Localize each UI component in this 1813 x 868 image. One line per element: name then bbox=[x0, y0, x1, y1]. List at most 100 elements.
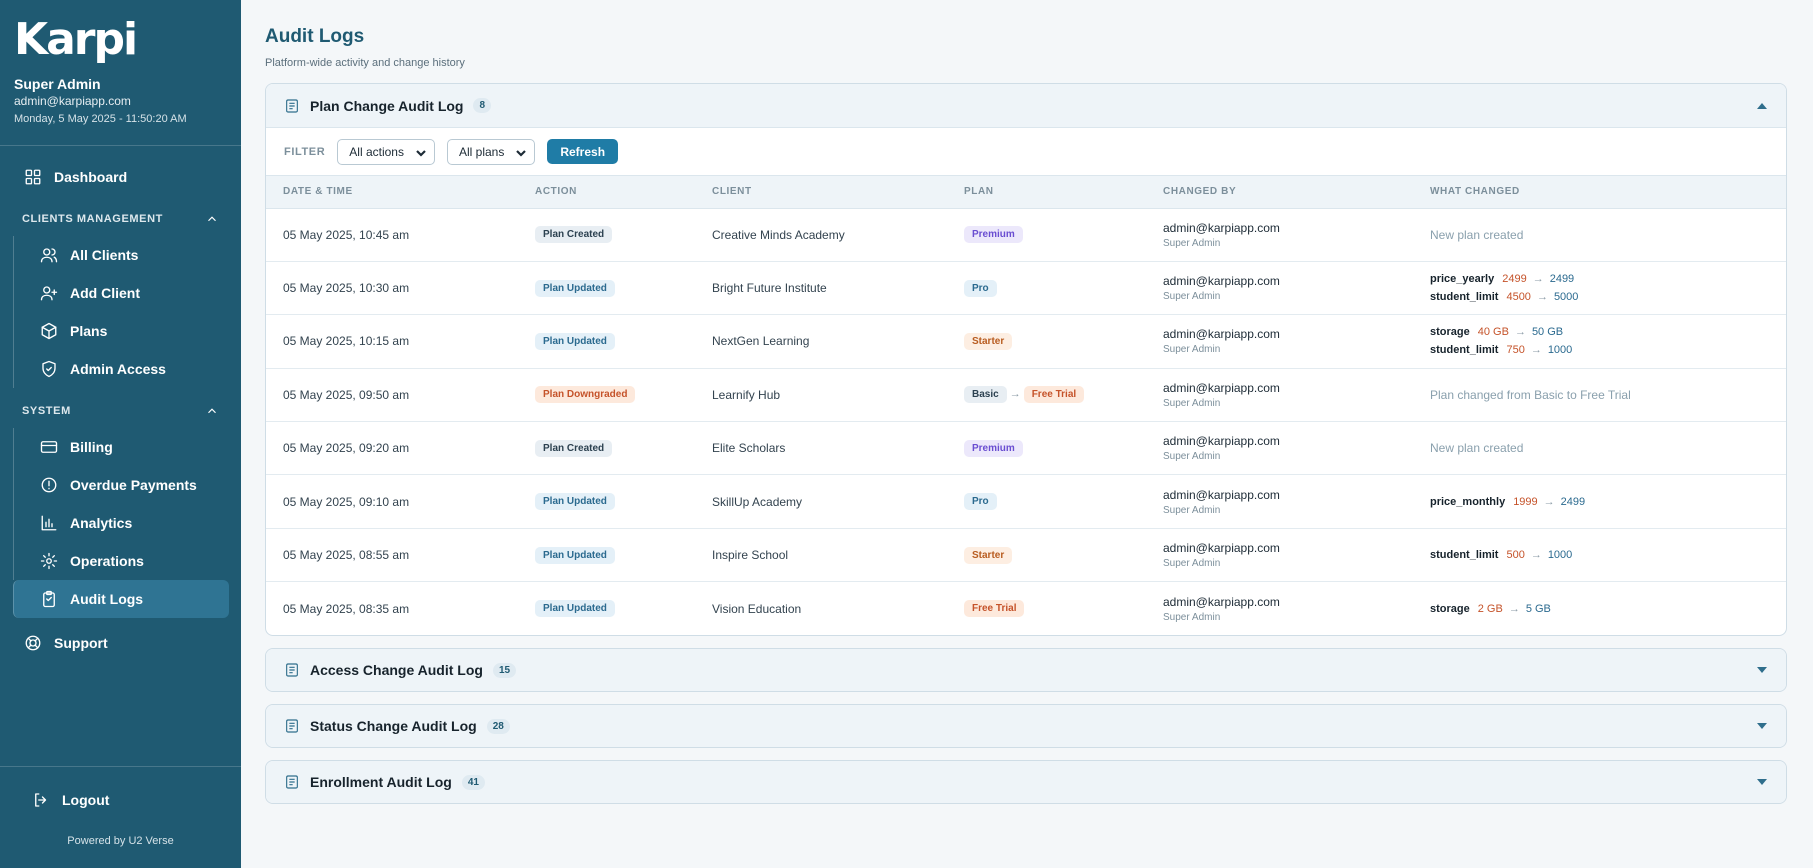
current-datetime: Monday, 5 May 2025 - 11:50:20 AM bbox=[14, 113, 187, 125]
chevron-down-icon[interactable] bbox=[1756, 719, 1770, 733]
sidebar-item-label: Operations bbox=[70, 553, 144, 569]
sidebar-item-add-client[interactable]: Add Client bbox=[13, 274, 229, 312]
sidebar-item-operations[interactable]: Operations bbox=[13, 542, 229, 580]
new-value: 50 GB bbox=[1531, 326, 1564, 339]
date-cell: 05 May 2025, 08:55 am bbox=[266, 528, 535, 583]
date-cell: 05 May 2025, 09:20 am bbox=[266, 421, 535, 476]
action-badge: Plan Updated bbox=[535, 332, 615, 350]
action-filter-select[interactable]: All actions bbox=[337, 138, 435, 165]
arrow-right-icon: → bbox=[1530, 549, 1542, 562]
changed-by-role: Super Admin bbox=[1163, 237, 1221, 249]
action-badge: Plan Updated bbox=[535, 279, 615, 297]
card-icon bbox=[38, 436, 60, 458]
plan-badge: Basic bbox=[964, 386, 1007, 404]
table-row[interactable]: 05 May 2025, 10:30 am Plan Updated Bright … bbox=[266, 261, 1786, 316]
changed-by-email: admin@karpiapp.com bbox=[1163, 380, 1280, 395]
table-header-row: DATE & TIME ACTION CLIENT PLAN CHANGED B… bbox=[266, 176, 1786, 209]
sidebar-item-label: Audit Logs bbox=[70, 591, 144, 607]
arrow-right-icon: → bbox=[1009, 388, 1021, 401]
sidebar-item-admin-access[interactable]: Admin Access bbox=[13, 350, 229, 388]
collapsed-log-panel: Access Change Audit Log 15 bbox=[265, 648, 1787, 693]
sidebar-item-billing[interactable]: Billing bbox=[13, 428, 229, 466]
section-label: SYSTEM bbox=[22, 405, 71, 417]
old-value: 1999 bbox=[1513, 495, 1538, 508]
changed-by-cell: admin@karpiapp.com Super Admin bbox=[1163, 528, 1430, 583]
action-badge: Plan Updated bbox=[535, 546, 615, 564]
client-cell: Vision Education bbox=[712, 601, 802, 616]
alert-circle-icon bbox=[38, 474, 60, 496]
logout-button[interactable]: Logout bbox=[20, 781, 229, 819]
table-row[interactable]: 05 May 2025, 08:55 am Plan Updated Inspire… bbox=[266, 528, 1786, 583]
sidebar-item-dashboard[interactable]: Dashboard bbox=[12, 158, 229, 196]
sidebar-item-label: All Clients bbox=[70, 247, 139, 263]
changed-by-cell: admin@karpiapp.com Super Admin bbox=[1163, 421, 1430, 476]
what-changed-cell: Plan changed from Basic to Free Trial bbox=[1430, 368, 1786, 423]
arrow-right-icon: → bbox=[1543, 495, 1555, 508]
date-cell: 05 May 2025, 08:35 am bbox=[283, 601, 410, 616]
panel-title: Access Change Audit Log bbox=[310, 662, 483, 679]
change-note: New plan created bbox=[1430, 227, 1524, 242]
change-key: student_limit bbox=[1430, 344, 1499, 357]
select-value: All plans bbox=[458, 144, 505, 159]
column-header[interactable]: DATE & TIME bbox=[266, 176, 535, 209]
sidebar-item-audit-logs[interactable]: Audit Logs bbox=[13, 580, 229, 618]
section-system[interactable]: SYSTEM bbox=[0, 394, 241, 428]
table-row[interactable]: 05 May 2025, 08:35 am Plan Updated Vision … bbox=[266, 582, 1786, 635]
change-key: price_monthly bbox=[1430, 495, 1506, 508]
user-email: admin@karpiapp.com bbox=[14, 94, 131, 108]
page-title: Audit Logs bbox=[265, 26, 365, 47]
changed-by-role: Super Admin bbox=[1163, 504, 1221, 516]
plan-filter-select[interactable]: All plans bbox=[446, 138, 536, 165]
changed-by-email: admin@karpiapp.com bbox=[1163, 274, 1280, 289]
section-clients-management[interactable]: CLIENTS MANAGEMENT bbox=[0, 202, 241, 236]
column-header[interactable]: CLIENT bbox=[712, 176, 964, 209]
client-cell: Inspire School bbox=[712, 528, 964, 583]
chevron-down-icon[interactable] bbox=[1756, 775, 1770, 789]
table-row[interactable]: 05 May 2025, 09:10 am Plan Updated SkillUp… bbox=[266, 474, 1786, 529]
new-value: 5 GB bbox=[1525, 602, 1551, 615]
sidebar-item-label: Dashboard bbox=[54, 169, 128, 185]
table-row[interactable]: 05 May 2025, 09:50 am Plan Downgraded Lear… bbox=[266, 368, 1786, 423]
panel-title: Plan Change Audit Log bbox=[310, 97, 464, 114]
sidebar-item-overdue-payments[interactable]: Overdue Payments bbox=[13, 466, 229, 504]
brand-logo[interactable]: Karpi bbox=[14, 14, 138, 65]
collapsed-log-header[interactable]: Status Change Audit Log 28 bbox=[266, 705, 1786, 748]
column-header[interactable]: WHAT CHANGED bbox=[1430, 176, 1786, 209]
select-value: All actions bbox=[349, 144, 404, 159]
plan-cell: Starter bbox=[964, 528, 1163, 583]
column-header[interactable]: ACTION bbox=[535, 176, 712, 209]
table-row[interactable]: 05 May 2025, 10:15 am Plan Updated NextGen… bbox=[266, 314, 1786, 369]
clients-submenu: All Clients Add Client Plans Admin Acces… bbox=[0, 236, 241, 388]
sidebar-item-label: Support bbox=[54, 635, 108, 651]
count-badge: 28 bbox=[486, 718, 510, 734]
table-row[interactable]: 05 May 2025, 10:45 am Plan Created Creativ… bbox=[266, 208, 1786, 262]
change-line: storage 40 GB → 50 GB bbox=[1430, 323, 1786, 341]
plan-badge: Pro bbox=[964, 279, 997, 297]
column-header[interactable]: PLAN bbox=[964, 176, 1163, 209]
collapsed-log-header[interactable]: Enrollment Audit Log 41 bbox=[266, 761, 1786, 804]
sidebar-item-plans[interactable]: Plans bbox=[13, 312, 229, 350]
column-header[interactable]: CHANGED BY bbox=[1163, 176, 1430, 209]
changed-by-email: admin@karpiapp.com bbox=[1163, 434, 1280, 449]
chevron-up-icon[interactable] bbox=[1756, 99, 1770, 113]
sidebar-item-support[interactable]: Support bbox=[12, 624, 229, 662]
client-cell: SkillUp Academy bbox=[712, 474, 964, 529]
gear-icon bbox=[38, 550, 60, 572]
chevron-down-icon[interactable] bbox=[1756, 663, 1770, 677]
system-submenu: Billing Overdue Payments Analytics Opera… bbox=[0, 428, 241, 618]
new-value: 1000 bbox=[1547, 344, 1573, 357]
sidebar-footer: Logout Powered by U2 Verse bbox=[0, 766, 241, 868]
arrow-right-icon: → bbox=[1514, 326, 1526, 339]
action-cell: Plan Updated bbox=[535, 528, 712, 583]
table-row[interactable]: 05 May 2025, 09:20 am Plan Created Elite S… bbox=[266, 421, 1786, 476]
sidebar-item-analytics[interactable]: Analytics bbox=[13, 504, 229, 542]
count-badge: 15 bbox=[492, 662, 517, 678]
sidebar-item-all-clients[interactable]: All Clients bbox=[13, 236, 229, 274]
refresh-button[interactable]: Refresh bbox=[547, 139, 619, 164]
change-line: student_limit 500 → 1000 bbox=[1430, 546, 1786, 564]
section-label: CLIENTS MANAGEMENT bbox=[22, 213, 163, 225]
plan-log-header[interactable]: Plan Change Audit Log 8 bbox=[266, 84, 1786, 128]
what-changed-cell: price_yearly 2499 → 2499 student_limit 4500 → 5… bbox=[1430, 261, 1786, 316]
count-badge: 8 bbox=[473, 98, 492, 113]
collapsed-log-header[interactable]: Access Change Audit Log 15 bbox=[266, 649, 1786, 692]
